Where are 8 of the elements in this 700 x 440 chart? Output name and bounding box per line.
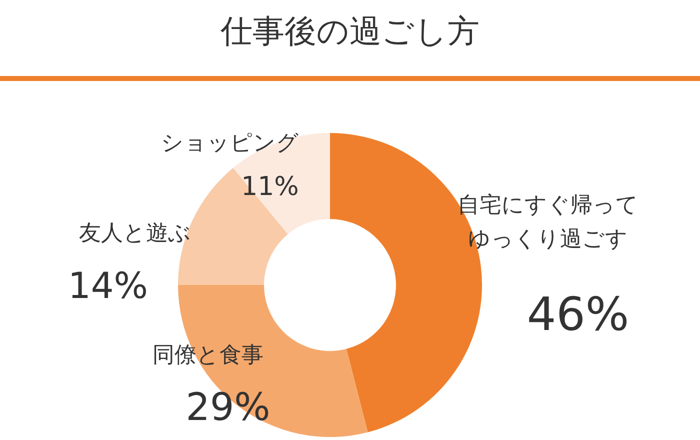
donut-slice	[233, 133, 330, 234]
data-label: 14%	[68, 266, 148, 307]
slice-label: 友人と遊ぶ	[79, 221, 191, 246]
slice-label: 同僚と食事	[152, 343, 264, 368]
chart-title: 仕事後の過ごし方	[220, 12, 480, 50]
data-label: 46%	[526, 287, 630, 341]
data-label: 11%	[241, 172, 299, 202]
slice-label: ショッピング	[161, 131, 299, 156]
